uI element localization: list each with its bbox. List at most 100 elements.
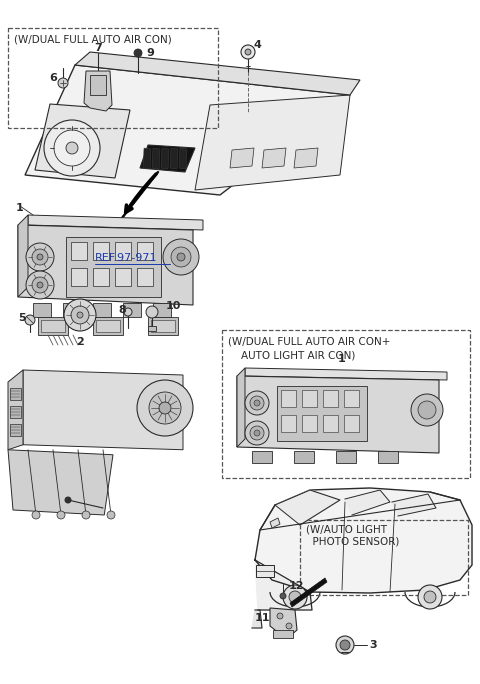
Circle shape — [424, 591, 436, 603]
Bar — [281, 415, 296, 432]
Bar — [93, 268, 109, 286]
Polygon shape — [8, 450, 113, 515]
Circle shape — [159, 402, 171, 414]
Circle shape — [163, 239, 199, 275]
Text: 3: 3 — [369, 640, 377, 650]
Polygon shape — [152, 148, 160, 169]
Circle shape — [26, 243, 54, 271]
Circle shape — [241, 45, 255, 59]
Circle shape — [71, 306, 89, 324]
Text: 11: 11 — [255, 613, 271, 623]
Circle shape — [340, 640, 350, 650]
Circle shape — [32, 511, 40, 519]
Bar — [256, 565, 274, 577]
Bar — [300, 520, 468, 595]
Circle shape — [65, 497, 71, 503]
Polygon shape — [252, 610, 262, 628]
Bar — [336, 451, 356, 463]
Bar — [66, 237, 161, 297]
Bar — [10, 424, 21, 436]
Bar — [71, 242, 87, 260]
Circle shape — [171, 247, 191, 267]
Circle shape — [66, 142, 78, 154]
Circle shape — [137, 380, 193, 436]
Circle shape — [26, 271, 54, 299]
Bar — [148, 326, 156, 331]
Bar — [93, 317, 123, 335]
Text: 12: 12 — [289, 581, 304, 591]
Text: 2: 2 — [76, 337, 84, 347]
Bar — [137, 242, 153, 260]
Circle shape — [286, 623, 292, 629]
Circle shape — [245, 49, 251, 55]
Polygon shape — [345, 490, 390, 515]
Polygon shape — [179, 148, 187, 169]
Bar — [281, 390, 296, 407]
Bar — [323, 390, 338, 407]
Polygon shape — [270, 608, 297, 636]
Text: 4: 4 — [253, 40, 261, 50]
Circle shape — [32, 277, 48, 293]
Polygon shape — [392, 494, 436, 516]
Circle shape — [177, 253, 185, 261]
Text: (W/DUAL FULL AUTO AIR CON+: (W/DUAL FULL AUTO AIR CON+ — [228, 337, 390, 347]
Polygon shape — [143, 148, 151, 169]
Polygon shape — [262, 148, 286, 168]
Polygon shape — [294, 148, 318, 168]
Bar — [323, 415, 338, 432]
Bar — [93, 242, 109, 260]
Bar — [115, 242, 131, 260]
Bar — [277, 386, 367, 441]
Polygon shape — [255, 560, 312, 610]
Polygon shape — [230, 148, 254, 168]
Circle shape — [149, 392, 181, 424]
Text: 9: 9 — [146, 48, 154, 58]
Bar — [302, 390, 317, 407]
Circle shape — [37, 254, 43, 260]
Polygon shape — [84, 71, 112, 111]
Circle shape — [134, 49, 142, 57]
Circle shape — [77, 312, 83, 318]
Polygon shape — [270, 518, 280, 528]
Text: 8: 8 — [118, 305, 126, 315]
Text: 1: 1 — [338, 354, 346, 364]
Bar — [378, 451, 398, 463]
Circle shape — [54, 130, 90, 166]
Circle shape — [37, 282, 43, 288]
Circle shape — [146, 306, 158, 318]
Bar — [38, 317, 68, 335]
Circle shape — [336, 636, 354, 654]
Bar — [148, 317, 178, 335]
Bar — [33, 303, 51, 317]
Circle shape — [418, 401, 436, 419]
Circle shape — [280, 593, 286, 599]
Circle shape — [64, 299, 96, 331]
Bar — [222, 330, 470, 478]
Circle shape — [283, 585, 307, 609]
Bar — [96, 320, 120, 332]
Bar — [344, 415, 359, 432]
Bar — [302, 415, 317, 432]
Circle shape — [58, 78, 68, 88]
Polygon shape — [28, 215, 203, 230]
Polygon shape — [290, 578, 327, 607]
Polygon shape — [18, 215, 28, 297]
Bar — [90, 75, 106, 95]
Circle shape — [44, 120, 100, 176]
Text: 5: 5 — [18, 313, 25, 323]
Polygon shape — [245, 368, 447, 380]
Circle shape — [25, 315, 35, 325]
Polygon shape — [25, 65, 350, 195]
Text: AUTO LIGHT AIR CON): AUTO LIGHT AIR CON) — [228, 350, 355, 360]
Polygon shape — [35, 104, 130, 178]
Polygon shape — [161, 148, 169, 169]
Text: 1: 1 — [16, 203, 24, 213]
Circle shape — [289, 591, 301, 603]
Text: 7: 7 — [94, 43, 102, 53]
Bar — [10, 406, 21, 418]
Circle shape — [124, 308, 132, 316]
Circle shape — [82, 511, 90, 519]
Text: (W/DUAL FULL AUTO AIR CON): (W/DUAL FULL AUTO AIR CON) — [14, 35, 172, 45]
Text: (W/AUTO LIGHT
  PHOTO SENSOR): (W/AUTO LIGHT PHOTO SENSOR) — [306, 525, 399, 547]
Circle shape — [57, 511, 65, 519]
